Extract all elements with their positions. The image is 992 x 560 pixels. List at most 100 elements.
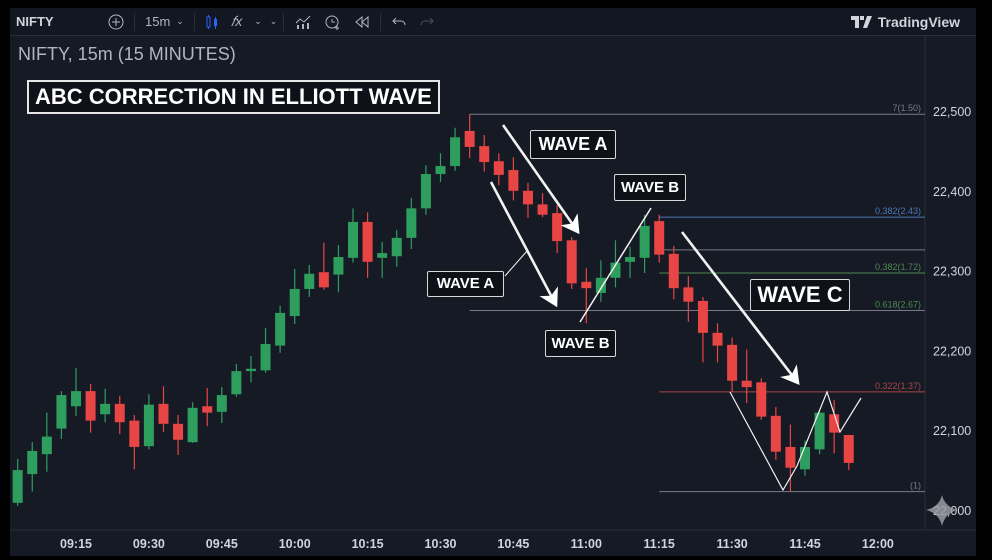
candle-body	[56, 395, 67, 429]
candle-body	[712, 332, 723, 346]
candle	[275, 305, 286, 353]
candle-body	[493, 161, 504, 175]
time-tick-label: 10:00	[279, 537, 311, 551]
alert-icon[interactable]	[318, 8, 348, 35]
replay-icon[interactable]	[348, 8, 376, 35]
candle	[654, 214, 665, 263]
chart-title-annotation: ABC CORRECTION IN ELLIOTT WAVE	[27, 80, 440, 114]
candle-body	[71, 391, 81, 407]
abc-zigzag-line	[729, 390, 862, 492]
wave-b-line	[579, 207, 652, 323]
candle	[173, 415, 184, 455]
fx-icon[interactable]: 𝑓x	[230, 13, 243, 29]
candle	[435, 153, 446, 183]
candle	[114, 395, 125, 435]
chevron-down-icon[interactable]: ⌄	[269, 16, 278, 26]
candle	[814, 411, 825, 455]
candle	[71, 367, 81, 416]
fibonacci-levels: 7(1.50) 0.382(2.43) 0.382(1.72) 0.618(2.67)…	[469, 103, 925, 493]
candle-body	[566, 240, 577, 284]
candle-body	[114, 403, 125, 423]
brand-name: TradingView	[877, 13, 960, 30]
candle-body	[450, 137, 461, 167]
candle	[522, 182, 533, 218]
candle-body	[173, 423, 184, 440]
time-tick-label: 10:15	[352, 537, 384, 551]
time-tick-label: 12:00	[862, 537, 894, 551]
candle	[377, 241, 388, 278]
candle-body	[814, 412, 825, 450]
candle-body	[756, 382, 767, 417]
candle	[595, 260, 606, 302]
chevron-down-icon[interactable]: ⌄	[254, 16, 262, 26]
divider	[134, 12, 135, 31]
candle-body	[377, 253, 388, 258]
fib-level-label: 0.618(2.67)	[875, 300, 921, 310]
interval-select[interactable]: 15m ⌄	[139, 8, 190, 35]
candle-body	[537, 204, 548, 215]
candle-body	[595, 277, 606, 293]
tradingview-logo-icon	[850, 15, 872, 28]
candle	[187, 402, 198, 443]
candle-body	[639, 225, 650, 258]
candle-body	[508, 170, 519, 191]
candle	[537, 193, 548, 218]
price-tick-label: 22,200	[933, 344, 971, 358]
candle	[129, 415, 140, 470]
candle	[756, 378, 767, 420]
candle-body	[800, 446, 810, 470]
candle	[741, 349, 752, 404]
wave-drawings	[489, 124, 862, 492]
candle-body	[260, 344, 271, 371]
wave-b-low-label: WAVE B	[545, 330, 616, 357]
candle-body	[245, 368, 256, 372]
candle-body	[785, 446, 796, 468]
candle	[158, 386, 169, 432]
candle-body	[304, 273, 315, 289]
candle-body	[12, 470, 23, 503]
candle-body	[41, 436, 52, 455]
candle	[508, 157, 519, 201]
candle-body	[129, 420, 140, 447]
candle-body	[727, 344, 738, 381]
fib-level-label: 0.382(1.72)	[875, 262, 921, 272]
price-tick-label: 22,500	[933, 105, 971, 119]
candle	[566, 237, 577, 289]
indicators-icon[interactable]	[288, 8, 318, 35]
crosshair-star-icon[interactable]	[926, 495, 958, 526]
candle	[85, 383, 96, 433]
symbol-search[interactable]: NIFTY	[16, 14, 54, 29]
candle-body	[348, 221, 359, 258]
candle	[245, 355, 256, 383]
candle	[464, 114, 475, 159]
candle	[727, 337, 738, 392]
time-tick-label: 11:00	[571, 537, 602, 551]
candles-icon[interactable]	[199, 8, 225, 35]
fib-level-label: 7(1.50)	[892, 103, 921, 113]
candle	[391, 229, 402, 267]
undo-icon[interactable]	[385, 8, 413, 35]
candle-body	[216, 395, 227, 412]
candle	[770, 407, 781, 460]
wave-c-label: WAVE C	[750, 279, 850, 311]
candle	[100, 388, 111, 423]
candle	[493, 153, 504, 186]
plus-circle-icon[interactable]	[102, 8, 130, 35]
candle-body	[610, 262, 621, 278]
candle-body	[187, 407, 198, 443]
candle	[216, 387, 227, 424]
redo-icon[interactable]	[413, 8, 441, 35]
candle-body	[843, 434, 854, 463]
time-tick-label: 10:30	[425, 537, 457, 551]
time-tick-label: 09:30	[133, 537, 165, 551]
time-tick-label: 10:45	[497, 537, 529, 551]
time-axis[interactable]: 09:15 09:30 09:45 10:00 10:15 10:30 10:45 11:00…	[60, 537, 894, 551]
tradingview-logo[interactable]: TradingView	[850, 8, 960, 35]
candle-body	[770, 415, 781, 452]
candle-body	[683, 287, 694, 302]
price-tick-label: 22,300	[933, 265, 971, 279]
candle-body	[581, 281, 592, 289]
candle-body	[231, 371, 242, 395]
